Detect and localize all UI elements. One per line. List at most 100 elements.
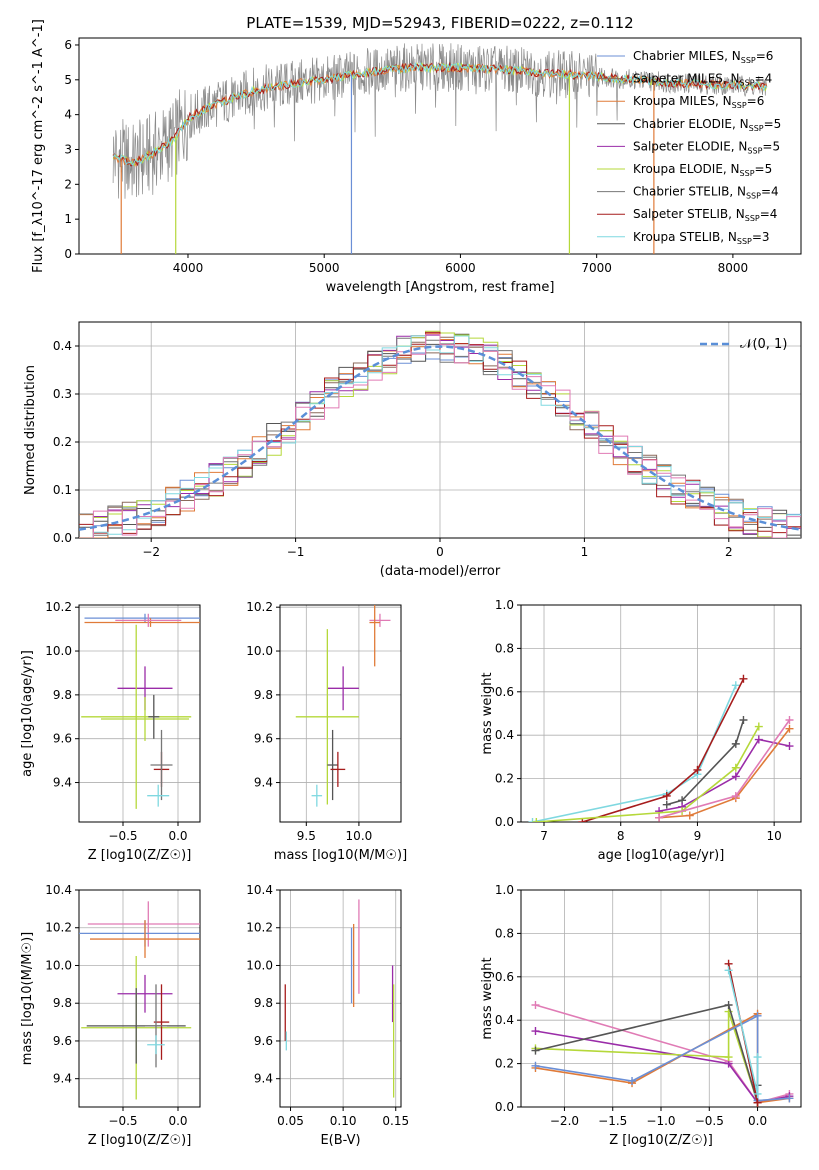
y-tick-label: 9.6 xyxy=(254,1034,273,1048)
y-tick-label: 0.8 xyxy=(495,926,514,940)
x-tick-label: 0.05 xyxy=(277,1114,304,1128)
mass-weight-line xyxy=(582,678,745,822)
histogram-series xyxy=(79,335,801,538)
y-tick-label: 0.4 xyxy=(495,1013,514,1027)
y-tick-label: 9.6 xyxy=(53,1034,72,1048)
y-tick-label: 0.2 xyxy=(495,772,514,786)
observed-spectrum-line xyxy=(112,43,767,199)
plus-marker xyxy=(531,1061,540,1070)
errorbars-mass_vs_EBV xyxy=(284,899,395,1098)
x-tick-label: 7 xyxy=(540,829,548,843)
x-tick-label: 0.0 xyxy=(168,1114,187,1128)
spectrum-lines xyxy=(112,43,768,254)
histograms xyxy=(79,330,801,538)
legend-spectrum: Chabrier MILES, NSSP=6 Salpeter MILES, NS… xyxy=(597,49,781,246)
x-tick-label: −0.5 xyxy=(108,829,137,843)
x-tick-label: 10 xyxy=(767,829,782,843)
y-tick-label: 0.1 xyxy=(53,483,72,497)
y-tick-label: 0.6 xyxy=(495,970,514,984)
y-tick-label: 1.0 xyxy=(495,883,514,897)
legend-label: Salpeter ELODIE, NSSP=5 xyxy=(633,139,780,155)
x-tick-label: 8 xyxy=(617,829,625,843)
y-tick-label: 0.8 xyxy=(495,641,514,655)
y-tick-label: 10.0 xyxy=(246,644,273,658)
x-axis-label: mass [log10(M/M☉)] xyxy=(274,848,407,863)
y-tick-label: 5 xyxy=(64,73,72,87)
errorbars-age_vs_mass xyxy=(295,605,391,807)
x-tick-label: 2 xyxy=(725,545,733,559)
y-axis-label: mass weight xyxy=(480,672,495,754)
plus-marker xyxy=(731,772,740,781)
y-tick-label: 0.4 xyxy=(53,339,72,353)
plus-marker xyxy=(628,1076,637,1085)
axes-residuals: −2 −1 0 1 2 0.0 0.1 0.2 0.3 0.4 (data-model)/error… xyxy=(23,321,802,579)
plus-marker xyxy=(785,716,794,725)
plus-marker xyxy=(753,1089,762,1098)
plus-marker xyxy=(739,674,748,683)
mass-weight-line xyxy=(532,684,737,822)
y-tick-label: 0.2 xyxy=(53,435,72,449)
legend-label: Chabrier MILES, NSSP=6 xyxy=(633,49,773,65)
y-tick-label: 6 xyxy=(64,38,72,52)
y-axis-label: Normed distribution xyxy=(23,365,38,495)
y-tick-label: 1.0 xyxy=(495,598,514,612)
plus-marker xyxy=(693,765,702,774)
axes-massweight_vs_age: 7 8 9 10 0.0 0.2 0.4 0.6 0.8 1.0 age [log10(age/yr… xyxy=(480,598,802,863)
x-tick-label: −2.0 xyxy=(550,1114,579,1128)
x-tick-label: 5000 xyxy=(309,261,340,275)
plus-marker xyxy=(739,716,748,725)
legend-label: Kroupa STELIB, NSSP=3 xyxy=(633,230,770,246)
y-tick-label: 9.4 xyxy=(53,1072,72,1086)
x-tick-label: −0.5 xyxy=(695,1114,724,1128)
legend-label: Salpeter MILES, NSSP=4 xyxy=(633,72,772,88)
mass-weight-line xyxy=(727,970,759,1095)
legend-label: 𝒩(0, 1) xyxy=(740,337,787,352)
plus-marker xyxy=(785,742,794,751)
x-tick-label: −2 xyxy=(142,545,160,559)
x-tick-label: 9.5 xyxy=(297,829,316,843)
x-tick-label: −1 xyxy=(287,545,305,559)
plot-frame xyxy=(520,889,802,1108)
y-tick-label: 10.2 xyxy=(45,921,72,935)
plus-marker xyxy=(785,724,794,733)
mass-weight-line xyxy=(535,1011,759,1103)
y-axis-label: age [log10(age/yr)] xyxy=(20,650,35,777)
plus-marker xyxy=(754,722,763,731)
plot-frame xyxy=(279,604,402,823)
x-tick-label: 4000 xyxy=(173,261,204,275)
mass-weight-line xyxy=(536,726,760,822)
plus-marker xyxy=(528,818,537,822)
plus-marker xyxy=(753,1011,762,1020)
axes-spectrum: 4000 5000 6000 7000 8000 0 1 2 3 4 5 6 wavelength [A… xyxy=(31,19,802,295)
axes-mass_vs_EBV: 0.05 0.10 0.15 9.4 9.6 9.8 10.0 10.2 10.4 E(B-V) xyxy=(246,883,409,1148)
plus-marker xyxy=(731,791,740,800)
plus-marker xyxy=(724,1053,733,1062)
x-axis-label: E(B-V) xyxy=(320,1133,360,1148)
x-tick-label: 0.0 xyxy=(748,1114,767,1128)
plus-marker xyxy=(531,1027,540,1036)
x-axis-label: Z [log10(Z/Z☉)] xyxy=(609,1133,713,1148)
normal-curve xyxy=(79,345,801,531)
y-tick-label: 9.8 xyxy=(53,996,72,1010)
y-tick-label: 0.0 xyxy=(495,1100,514,1114)
axes-mass_vs_Z: −0.5 0.0 9.4 9.6 9.8 10.0 10.2 10.4 Z [log10(Z/Z… xyxy=(20,883,201,1148)
mass-weight-line xyxy=(666,719,745,806)
x-axis-label: (data-model)/error xyxy=(380,564,501,579)
histogram-series xyxy=(79,333,801,538)
y-tick-label: 10.0 xyxy=(45,958,72,972)
x-tick-label: 0.15 xyxy=(382,1114,409,1128)
lines-massweight_vs_Z xyxy=(531,959,794,1107)
y-tick-label: 9.4 xyxy=(254,776,273,790)
errorbars-mass_vs_Z xyxy=(79,901,200,1100)
x-tick-label: 0.0 xyxy=(168,829,187,843)
plot-frame xyxy=(78,321,802,539)
x-axis-label: age [log10(age/yr)] xyxy=(598,848,725,863)
plot-frame xyxy=(520,604,802,823)
x-tick-label: 6000 xyxy=(445,261,476,275)
plus-marker xyxy=(531,1046,540,1055)
plus-marker xyxy=(785,1094,794,1103)
legend-label: Chabrier ELODIE, NSSP=5 xyxy=(633,117,781,133)
plot-frame xyxy=(78,37,802,255)
plus-marker xyxy=(731,763,740,772)
